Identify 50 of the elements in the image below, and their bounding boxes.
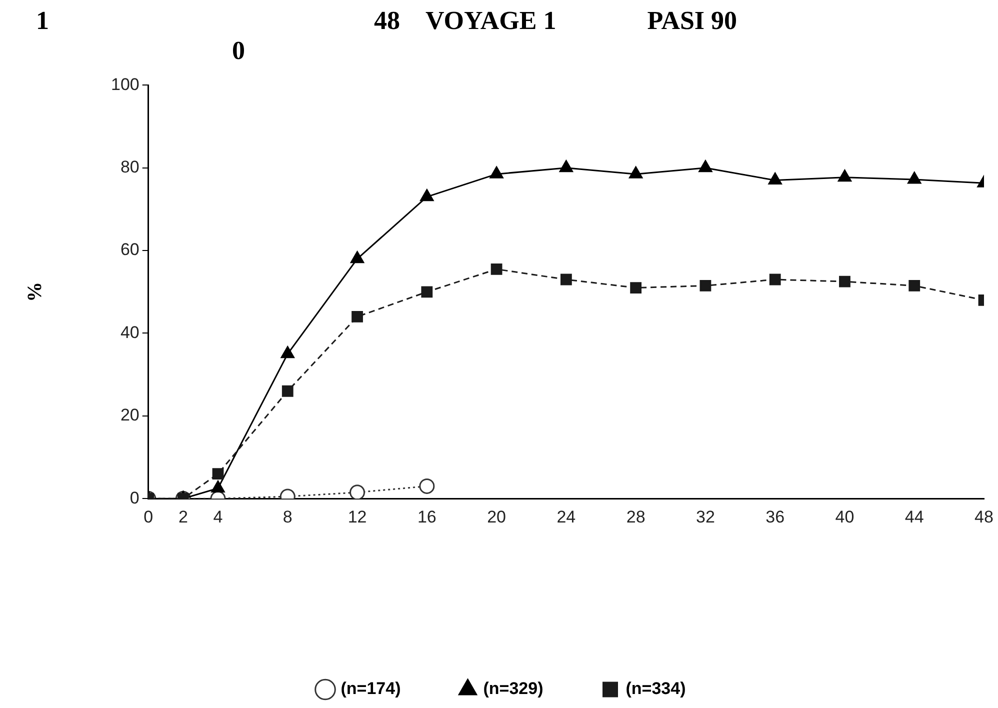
x-tick-label: 32: [696, 507, 715, 526]
point: [211, 480, 225, 493]
x-tick-label: 48: [974, 507, 994, 526]
y-tick-label: 80: [120, 158, 140, 177]
y-tick-label: 60: [120, 240, 140, 260]
x-tick-label: 2: [178, 507, 188, 526]
point: [559, 160, 573, 172]
y-tick-label: 0: [130, 488, 140, 508]
point: [350, 251, 364, 264]
x-tick-label: 28: [626, 507, 646, 526]
point: [419, 478, 435, 494]
x-tick-label: 12: [348, 507, 367, 526]
x-tick-label: 0: [144, 507, 154, 526]
point: [490, 166, 504, 178]
y-tick-label: 100: [110, 74, 140, 94]
x-tick-label: 8: [282, 507, 292, 526]
point: [908, 172, 922, 184]
y-tick-label: 40: [120, 322, 140, 342]
point: [839, 276, 850, 288]
x-tick-label: 24: [556, 507, 576, 526]
chart-subtitle: 0: [231, 36, 246, 67]
x-tick-label: 36: [766, 507, 785, 526]
chart-title: 1 48 VOYAGE 1 PASI 90: [35, 5, 738, 36]
point: [838, 170, 852, 182]
point: [212, 468, 224, 480]
point: [560, 274, 572, 286]
point: [490, 263, 502, 275]
point: [280, 346, 294, 358]
point: [630, 282, 642, 294]
x-tick-label: 16: [417, 507, 436, 526]
point: [282, 385, 294, 397]
point: [768, 172, 782, 185]
point: [421, 286, 433, 298]
point: [698, 160, 712, 172]
point: [352, 311, 363, 322]
y-tick-label: 20: [120, 406, 140, 425]
point: [908, 280, 920, 292]
point: [629, 166, 643, 178]
x-tick-label: 44: [904, 507, 924, 526]
legend-label: (n=329): [483, 679, 544, 698]
y-axis-title: %: [24, 282, 46, 302]
point: [700, 280, 712, 292]
point: [769, 274, 781, 286]
legend-label: (n=334): [626, 679, 686, 698]
x-tick-label: 20: [487, 507, 506, 526]
x-tick-label: 40: [835, 507, 854, 526]
x-tick-label: 4: [213, 507, 223, 526]
point: [420, 189, 434, 202]
legend-label: (n=174): [340, 679, 401, 698]
point: [350, 484, 366, 499]
